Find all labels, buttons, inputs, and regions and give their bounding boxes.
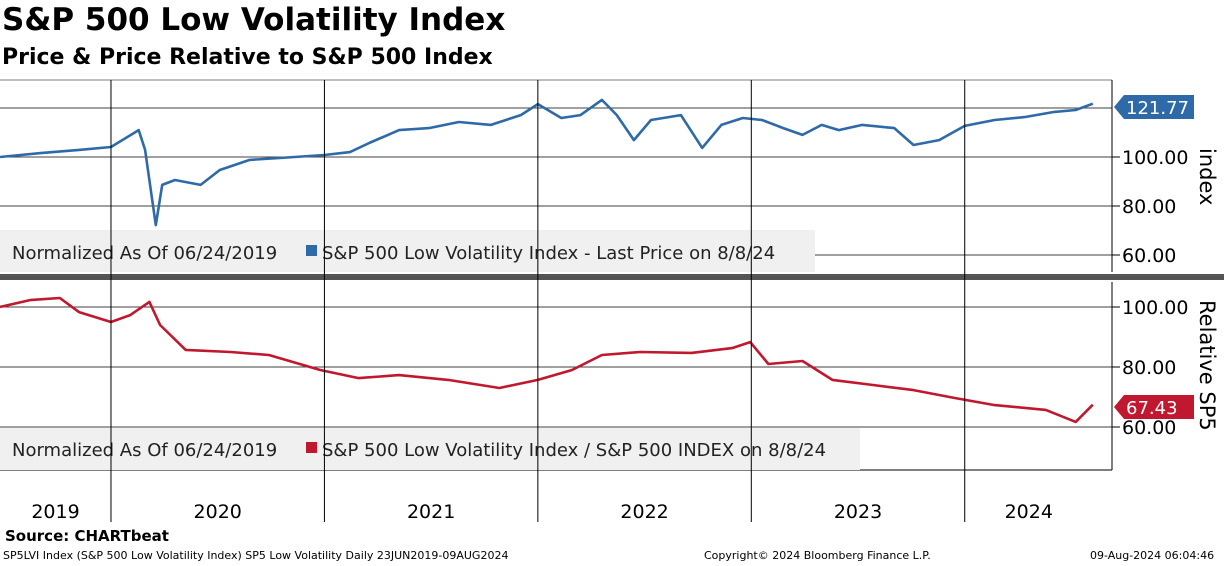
footer-security: SP5LVI Index (S&P 500 Low Volatility Ind…: [3, 549, 509, 562]
x-tick-label: 2020: [194, 501, 242, 523]
pane-separator[interactable]: [0, 274, 1224, 280]
relative-legend-entry: S&P 500 Low Volatility Index / S&P 500 I…: [322, 440, 826, 461]
chart-subtitle: Price & Price Relative to S&P 500 Index: [2, 45, 493, 70]
relative-legend: Normalized As Of 06/24/2019 S&P 500 Low …: [0, 428, 860, 470]
price-series-line: [0, 98, 1094, 227]
x-tick-label: 2021: [407, 501, 455, 523]
price-y-label: index: [1195, 148, 1219, 205]
y-tick-label: 80.00: [1122, 357, 1176, 379]
footer-copyright: Copyright© 2024 Bloomberg Finance L.P.: [704, 549, 931, 562]
chart-title: S&P 500 Low Volatility Index: [2, 2, 506, 38]
footer-timestamp: 09-Aug-2024 06:04:46: [1090, 549, 1215, 562]
relative-y-label: Relative SP5: [1195, 300, 1219, 431]
x-tick-label: 2023: [834, 501, 882, 523]
relative-last-value: 67.43: [1126, 398, 1178, 419]
y-tick-label: 80.00: [1122, 196, 1176, 218]
price-last-value: 121.77: [1126, 98, 1189, 119]
relative-series-line: [0, 296, 1094, 424]
price-legend-swatch: [306, 245, 317, 256]
source-note: Source: CHARTbeat: [5, 527, 169, 545]
relative-legend-swatch: [306, 442, 317, 453]
y-tick-label: 100.00: [1122, 147, 1188, 169]
x-tick-label: 2019: [31, 501, 79, 523]
x-tick-label: 2024: [1005, 501, 1053, 523]
y-tick-label: 60.00: [1122, 417, 1176, 439]
price-legend-prefix: Normalized As Of 06/24/2019: [12, 243, 277, 264]
price-legend-entry: S&P 500 Low Volatility Index - Last Pric…: [322, 243, 775, 264]
y-tick-label: 60.00: [1122, 245, 1176, 267]
relative-last-value-tag: 67.43: [1114, 395, 1194, 419]
price-legend: Normalized As Of 06/24/2019 S&P 500 Low …: [0, 230, 815, 272]
price-last-value-tag: 121.77: [1114, 95, 1194, 119]
relative-legend-prefix: Normalized As Of 06/24/2019: [12, 440, 277, 461]
x-tick-label: 2022: [620, 501, 668, 523]
y-tick-label: 100.00: [1122, 297, 1188, 319]
